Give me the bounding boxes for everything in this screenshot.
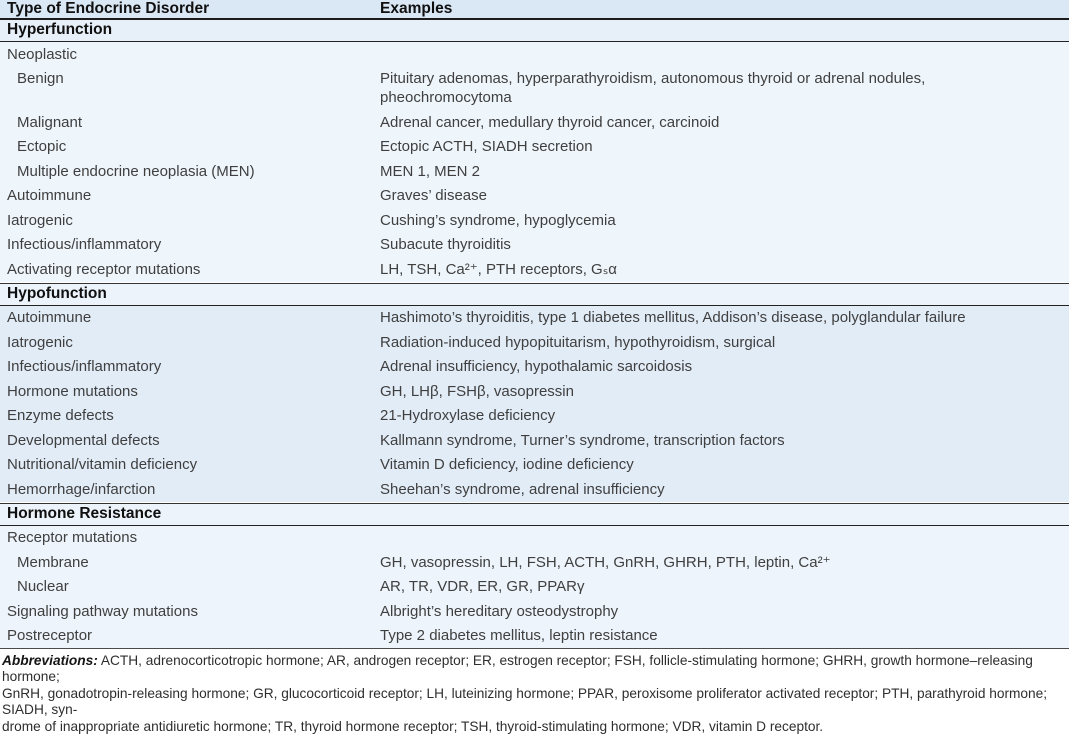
table-row: Membrane GH, vasopressin, LH, FSH, ACTH, … xyxy=(0,550,1069,575)
examples-cell: Subacute thyroiditis xyxy=(380,236,511,253)
table-row: Neoplastic xyxy=(0,42,1069,67)
abbreviations-label: Abbreviations: xyxy=(2,653,98,668)
disorder-type-cell: Autoimmune xyxy=(7,187,92,204)
table-row: Activating receptor mutations LH, TSH, Ca… xyxy=(0,257,1069,282)
table-row: Autoimmune Hashimoto’s thyroiditis, type … xyxy=(0,305,1069,330)
disorder-type-cell: Signaling pathway mutations xyxy=(7,602,198,620)
disorder-type-cell: Autoimmune xyxy=(7,309,92,326)
disorder-type-cell: Benign xyxy=(17,70,64,87)
abbreviations-line: GnRH, gonadotropin-releasing hormone; GR… xyxy=(2,685,1048,718)
disorder-type-cell: Receptor mutations xyxy=(7,529,138,546)
examples-cell: Adrenal cancer, medullary thyroid cancer… xyxy=(380,113,720,131)
examples-cell: Kallmann syndrome, Turner’s syndrome, tr… xyxy=(380,431,785,449)
table-header-row: Type of Endocrine Disorder Examples xyxy=(0,0,1069,20)
disorder-type-cell: Iatrogenic xyxy=(7,333,73,351)
section-header-hyperfunction: Hyperfunction xyxy=(0,20,1069,42)
table-row: Infectious/inflammatory Subacute thyroidi… xyxy=(0,232,1069,257)
examples-cell: Hashimoto’s thyroiditis, type 1 diabetes… xyxy=(380,309,966,326)
table-row: Nutritional/vitamin deficiency Vitamin D … xyxy=(0,452,1069,477)
disorder-type-cell: Hemorrhage/infarction xyxy=(7,480,156,498)
table-row: Hemorrhage/infarction Sheehan’s syndrome,… xyxy=(0,477,1069,502)
disorder-type-cell: Enzyme defects xyxy=(7,407,114,424)
disorder-type-cell: Multiple endocrine neoplasia (MEN) xyxy=(17,162,255,180)
examples-cell: Vitamin D deficiency, iodine deficiency xyxy=(380,456,634,473)
examples-cell: Type 2 diabetes mellitus, leptin resista… xyxy=(380,627,658,644)
table-row: Infectious/inflammatory Adrenal insuffici… xyxy=(0,354,1069,379)
examples-cell: Adrenal insufficiency, hypothalamic sarc… xyxy=(380,358,693,375)
examples-cell: MEN 1, MEN 2 xyxy=(380,162,481,180)
table-row: Benign Pituitary adenomas, hyperparathyro… xyxy=(0,66,1069,110)
disorder-type-cell: Infectious/inflammatory xyxy=(7,236,162,253)
disorder-type-cell: Activating receptor mutations xyxy=(7,260,201,278)
section-divider xyxy=(0,501,1069,504)
examples-cell: Ectopic ACTH, SIADH secretion xyxy=(380,138,593,155)
examples-cell: GH, vasopressin, LH, FSH, ACTH, GnRH, GH… xyxy=(380,553,831,571)
examples-cell: Radiation-induced hypopituitarism, hypot… xyxy=(380,333,776,351)
abbreviations-line: drome of inappropriate antidiuretic horm… xyxy=(2,718,824,734)
table-row: Multiple endocrine neoplasia (MEN) MEN 1,… xyxy=(0,159,1069,184)
section-header-hypofunction: Hypofunction xyxy=(0,283,1069,306)
disorder-type-cell: Developmental defects xyxy=(7,431,160,449)
disorder-type-cell: Iatrogenic xyxy=(7,211,73,229)
column-header-type: Type of Endocrine Disorder xyxy=(7,0,210,17)
table-row: Autoimmune Graves’ disease xyxy=(0,183,1069,208)
table-row: Nuclear AR, TR, VDR, ER, GR, PPARγ xyxy=(0,574,1069,599)
table-body: Hyperfunction Neoplastic Benign Pituitary a… xyxy=(0,20,1069,648)
abbreviations-text: ACTH, adrenocorticotropic hormone; AR, a… xyxy=(2,653,1033,685)
disorder-type-cell: Infectious/inflammatory xyxy=(7,358,162,375)
examples-cell: Pituitary adenomas, hyperparathyroidism,… xyxy=(380,70,926,106)
table-row: Developmental defects Kallmann syndrome, … xyxy=(0,428,1069,453)
examples-cell: Albright’s hereditary osteodystrophy xyxy=(380,602,619,620)
examples-cell: Cushing’s syndrome, hypoglycemia xyxy=(380,211,616,229)
disorder-type-cell: Malignant xyxy=(17,113,83,131)
table-row: Malignant Adrenal cancer, medullary thyro… xyxy=(0,110,1069,135)
table-row: Ectopic Ectopic ACTH, SIADH secretion xyxy=(0,134,1069,159)
disorder-type-cell: Hormone mutations xyxy=(7,382,138,400)
examples-cell: 21-Hydroxylase deficiency xyxy=(380,407,556,424)
abbreviations-line: Abbreviations: ACTH, adrenocorticotropic… xyxy=(2,653,1067,686)
disorder-type-cell: Membrane xyxy=(17,553,89,571)
table-row: Hormone mutations GH, LHβ, FSHβ, vasopres… xyxy=(0,379,1069,404)
examples-cell: GH, LHβ, FSHβ, vasopressin xyxy=(380,382,574,400)
table-row: Enzyme defects 21-Hydroxylase deficiency xyxy=(0,403,1069,428)
disorder-type-cell: Nutritional/vitamin deficiency xyxy=(7,456,198,473)
abbreviations-note: Abbreviations: ACTH, adrenocorticotropic… xyxy=(0,648,1069,737)
table-row: Receptor mutations xyxy=(0,525,1069,550)
table-row: Iatrogenic Cushing’s syndrome, hypoglycem… xyxy=(0,208,1069,233)
section-header-hormone-resistance: Hormone Resistance xyxy=(0,503,1069,526)
examples-cell: Sheehan’s syndrome, adrenal insufficienc… xyxy=(380,480,665,498)
table-row: Postreceptor Type 2 diabetes mellitus, le… xyxy=(0,623,1069,648)
disorder-type-cell: Ectopic xyxy=(17,138,67,155)
disorder-type-cell: Neoplastic xyxy=(7,45,78,63)
examples-cell: LH, TSH, Ca²⁺, PTH receptors, Gₛα xyxy=(380,260,617,278)
table-row: Signaling pathway mutations Albright’s he… xyxy=(0,599,1069,624)
examples-cell: AR, TR, VDR, ER, GR, PPARγ xyxy=(380,578,585,595)
column-header-examples: Examples xyxy=(380,0,453,17)
examples-cell: Graves’ disease xyxy=(380,187,487,204)
section-divider xyxy=(0,281,1069,284)
disorder-type-cell: Postreceptor xyxy=(7,627,93,644)
disorder-type-cell: Nuclear xyxy=(17,578,69,595)
table-row: Iatrogenic Radiation-induced hypopituitar… xyxy=(0,330,1069,355)
